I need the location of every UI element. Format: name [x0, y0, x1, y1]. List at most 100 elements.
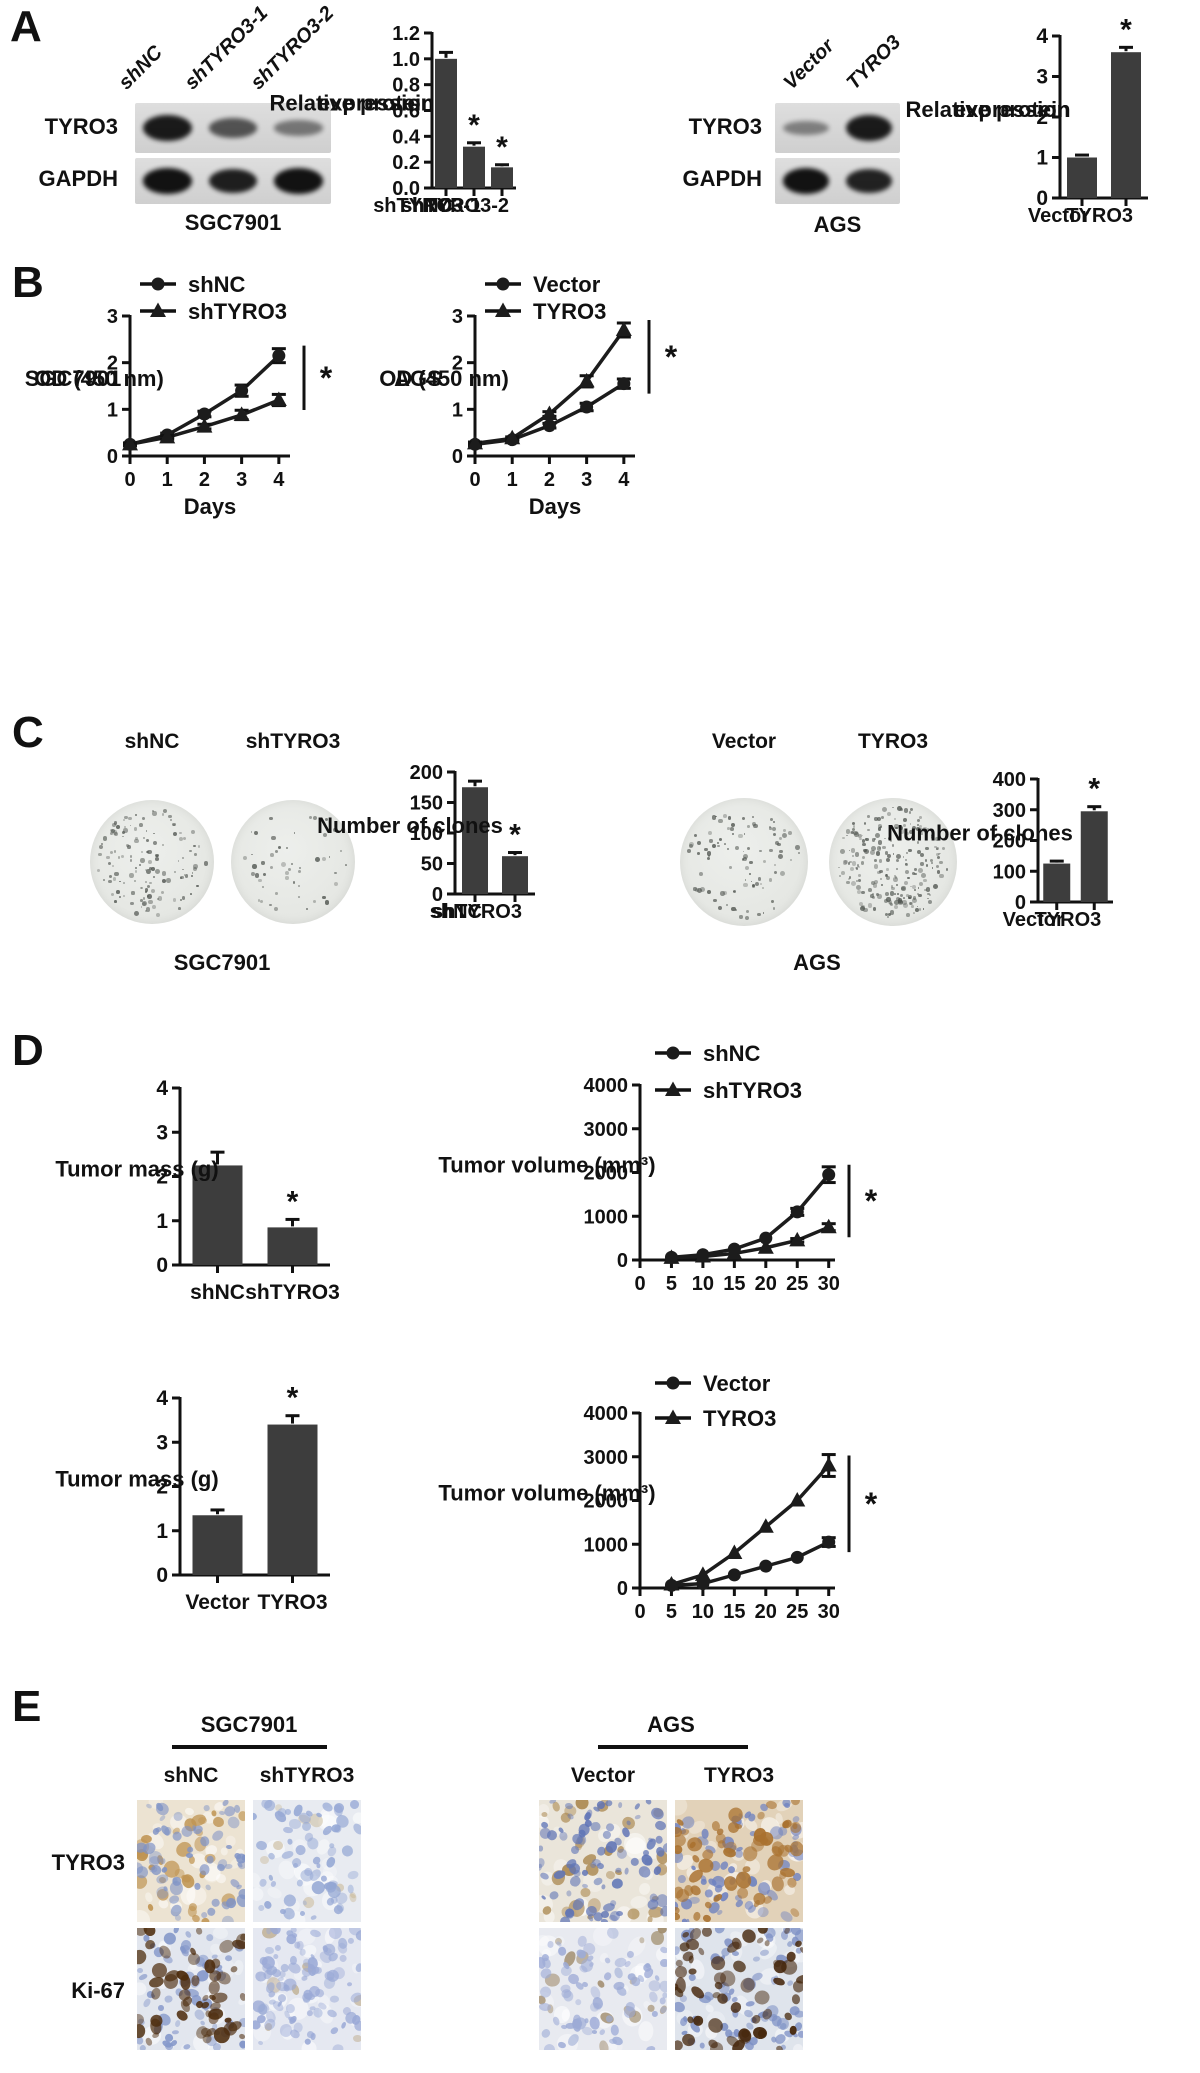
svg-text:50: 50 [421, 854, 443, 876]
svg-text:*: * [665, 339, 678, 375]
svg-text:shNC: shNC [401, 195, 453, 217]
blot-row-label: TYRO3 [44, 114, 118, 139]
ihc-image-ki67-vector [539, 1928, 667, 2050]
svg-text:2000: 2000 [584, 1491, 629, 1513]
svg-text:4: 4 [156, 1077, 168, 1100]
svg-text:0: 0 [124, 469, 135, 491]
western-blot-tyro3-sgc7901 [135, 103, 331, 153]
cell-line-label: AGS [813, 212, 862, 237]
cell-line-label: SGC7901 [173, 950, 271, 975]
blot-row-label: GAPDH [38, 166, 118, 191]
svg-text:2: 2 [1036, 106, 1048, 129]
svg-text:1: 1 [156, 1520, 168, 1543]
svg-text:3: 3 [107, 306, 118, 328]
svg-text:*: * [1088, 773, 1100, 806]
svg-text:Relative protein: Relative protein [269, 91, 434, 116]
ihc-image-ki67-shnc [137, 1928, 245, 2050]
svg-text:Vector: Vector [1003, 909, 1064, 931]
blot-row-label: TYRO3 [688, 114, 762, 139]
svg-text:4: 4 [156, 1387, 168, 1410]
svg-text:5: 5 [666, 1601, 677, 1623]
ihc-image-tyro3-shtyro3 [253, 1800, 361, 1922]
panel-d-label: D [12, 1026, 44, 1075]
panel-c-label: C [12, 708, 44, 757]
ags-number-of-clones-plot: 0 100 200 300 400 Vector * TYRO3 Number of clone… [887, 769, 1113, 931]
svg-text:Days: Days [529, 494, 582, 519]
chart-relative-expression-ags: 0 1 2 3 4 Vector * TYRO3 Relative proteinexpress… [905, 13, 1148, 227]
western-blot-tyro3-ags [775, 103, 900, 153]
svg-text:TYRO3: TYRO3 [533, 299, 606, 324]
svg-text:OD (450 nm): OD (450 nm) [379, 366, 509, 391]
svg-text:Number of clones: Number of clones [887, 821, 1073, 846]
sgc7901-number-of-clones-plot: 0 50 100 150 200 shNC * shTYRO3 Number of clones [317, 762, 535, 923]
vector-tumor-mass-plot: 0 1 2 3 4 Vector * TYRO3 Tumor mass (g) [55, 1382, 330, 1614]
svg-text:Vector: Vector [533, 272, 601, 297]
ags-relative-protein-expression-plot: 0 1 2 3 4 Vector * TYRO3 Relative proteinexpress… [905, 13, 1148, 227]
svg-text:100: 100 [993, 861, 1026, 883]
svg-text:expression: expression [318, 91, 434, 116]
svg-text:1.2: 1.2 [392, 23, 420, 45]
svg-text:0.0: 0.0 [392, 178, 420, 200]
panel-e-label: E [12, 1682, 42, 1731]
svg-text:0: 0 [156, 1254, 168, 1277]
svg-text:3: 3 [156, 1431, 168, 1454]
svg-text:2: 2 [544, 469, 555, 491]
western-blot-gapdh-ags [775, 158, 900, 204]
panel-a-label: A [10, 2, 42, 51]
ihc-image-ki67-tyro3 [675, 1928, 803, 2050]
svg-text:0.6: 0.6 [392, 101, 420, 123]
svg-text:AGS: AGS [394, 366, 442, 391]
svg-text:0: 0 [617, 1250, 628, 1272]
chart-clones-sgc7901: 0 50 100 150 200 shNC * shTYRO3 Number of clones [317, 762, 535, 923]
ihc-column-label: Vector [570, 1764, 636, 1787]
svg-text:2000: 2000 [584, 1163, 629, 1185]
svg-text:shNC: shNC [190, 1281, 245, 1304]
svg-text:4000: 4000 [584, 1403, 629, 1425]
svg-text:*: * [496, 131, 508, 164]
sgc7901-relative-protein-expression-plot: 0.0 0.2 0.4 0.6 0.8 1.0 1.2 shNC * shTYRO3-1 * shTY… [269, 23, 516, 217]
svg-text:25: 25 [786, 1601, 808, 1623]
blot-row-label: GAPDH [682, 166, 762, 191]
svg-text:1: 1 [156, 1210, 168, 1233]
svg-text:*: * [320, 360, 333, 396]
colony-dish-shnc [90, 800, 214, 924]
svg-text:4: 4 [618, 469, 630, 491]
blot-lane-label: Vector [779, 34, 839, 94]
svg-text:0: 0 [432, 884, 443, 906]
svg-text:400: 400 [993, 769, 1026, 791]
svg-text:shTYRO3: shTYRO3 [188, 299, 287, 324]
ihc-row-label: TYRO3 [51, 1850, 125, 1875]
svg-text:Days: Days [184, 494, 237, 519]
svg-text:200: 200 [993, 831, 1026, 853]
svg-text:Relative protein: Relative protein [905, 97, 1070, 122]
svg-text:1000: 1000 [584, 1534, 629, 1556]
svg-text:3000: 3000 [584, 1119, 629, 1141]
svg-text:shNC: shNC [430, 901, 482, 923]
colony-dish-vector [680, 798, 808, 926]
svg-text:Tumor volume (mm³): Tumor volume (mm³) [438, 1153, 655, 1178]
svg-text:0: 0 [156, 1564, 168, 1587]
cell-line-label: SGC7901 [184, 210, 282, 235]
ihc-image-tyro3-shnc [137, 1800, 245, 1922]
western-blot-gapdh-sgc7901 [135, 158, 331, 204]
svg-text:Tumor mass (g): Tumor mass (g) [55, 1157, 218, 1182]
svg-text:0: 0 [469, 469, 480, 491]
svg-text:15: 15 [723, 1273, 745, 1295]
svg-text:*: * [509, 819, 521, 852]
svg-text:0: 0 [452, 446, 463, 468]
dish-label: TYRO3 [857, 730, 928, 753]
chart-clones-ags: 0 100 200 300 400 Vector * TYRO3 Number of clone… [887, 769, 1113, 931]
svg-text:Number of clones: Number of clones [317, 813, 503, 838]
ihc-column-label: TYRO3 [703, 1764, 774, 1787]
svg-text:300: 300 [993, 800, 1026, 822]
svg-text:0.2: 0.2 [392, 152, 420, 174]
svg-text:TYRO3: TYRO3 [1035, 909, 1102, 931]
svg-text:TYRO3: TYRO3 [1066, 205, 1133, 227]
svg-text:1: 1 [162, 469, 173, 491]
svg-text:3: 3 [236, 469, 247, 491]
group-underline [598, 1745, 748, 1749]
